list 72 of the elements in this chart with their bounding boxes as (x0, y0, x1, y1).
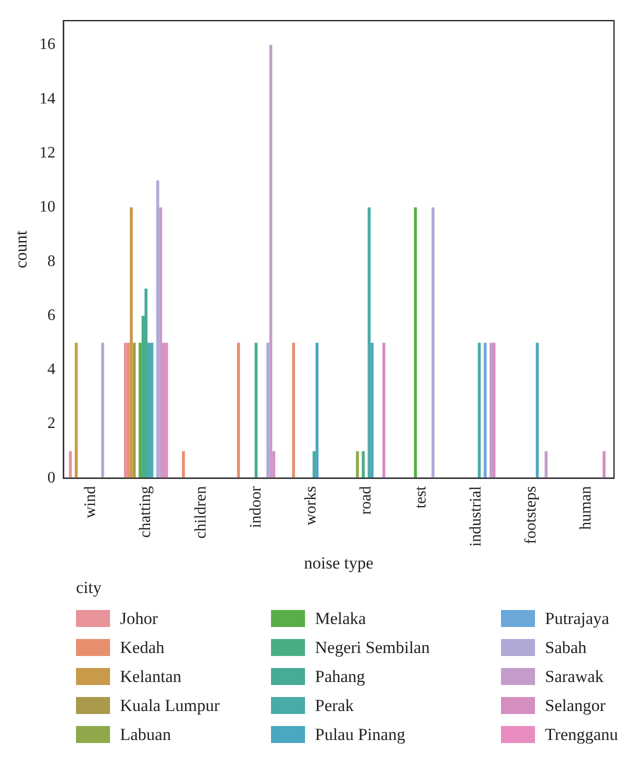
legend-label: Sabah (545, 638, 587, 658)
bar (536, 342, 539, 478)
legend-label: Labuan (120, 724, 171, 744)
bar (414, 207, 417, 478)
x-tick-label: footsteps (522, 486, 540, 544)
x-tick-label: chatting (137, 486, 154, 538)
bar (269, 44, 272, 478)
bar (165, 342, 168, 478)
y-tick-label: 14 (39, 90, 56, 108)
legend-label: Melaka (315, 608, 366, 628)
x-axis-title: noise type (304, 553, 374, 572)
y-tick-label: 16 (39, 36, 56, 54)
bar (237, 342, 240, 478)
x-tick-label: indoor (247, 486, 264, 528)
bar (370, 342, 374, 478)
bar (356, 451, 359, 478)
legend-label: Selangor (545, 696, 606, 716)
y-tick-label: 2 (47, 415, 56, 432)
x-tick-label: road (357, 486, 374, 515)
legend-label: Johor (120, 608, 158, 628)
bar (101, 342, 104, 478)
bar (484, 342, 487, 478)
bar (432, 207, 435, 478)
legend-title: city (76, 578, 102, 598)
legend-label: Pahang (315, 666, 366, 686)
legend-label: Perak (315, 696, 354, 716)
legend-label: Trengganu (545, 724, 618, 744)
bar (159, 207, 162, 478)
bar (124, 342, 127, 478)
bar (490, 342, 492, 478)
y-axis-title: count (12, 230, 31, 268)
x-tick-label: test (412, 486, 430, 508)
bar (130, 207, 133, 478)
bar (162, 342, 166, 478)
bar (138, 342, 142, 478)
bar (382, 342, 386, 478)
bar (182, 451, 185, 478)
legend-label: Sarawak (545, 666, 604, 686)
x-tick-label: children (192, 486, 210, 539)
bar (492, 342, 496, 478)
bar (147, 342, 150, 478)
bar (478, 342, 481, 478)
bar (544, 451, 548, 478)
bar (316, 342, 319, 478)
bar (368, 207, 371, 478)
bar (68, 451, 72, 478)
bar (362, 451, 365, 478)
x-tick-label: works (302, 486, 320, 526)
x-tick-label: wind (82, 486, 100, 518)
legend-label: Kelantan (120, 666, 182, 686)
legend-label: Kuala Lumpur (120, 696, 220, 716)
bar (142, 316, 145, 478)
x-tick-label: industrial (468, 486, 485, 547)
legend-label: Negeri Sembilan (315, 638, 430, 658)
y-tick-label: 10 (39, 198, 56, 216)
y-tick-label: 8 (47, 252, 56, 270)
y-tick-label: 6 (47, 306, 56, 324)
bar (144, 288, 148, 478)
y-tick-label: 4 (47, 361, 56, 378)
bar (254, 342, 258, 478)
x-tick-label: human (578, 486, 595, 530)
bar (126, 342, 130, 478)
bar (312, 451, 316, 478)
bar (266, 342, 270, 478)
bar (292, 342, 296, 478)
bar (602, 451, 606, 478)
bar (150, 342, 154, 478)
legend-label: Putrajaya (545, 608, 610, 628)
y-tick-label: 0 (47, 469, 56, 486)
legend-label: Pulau Pinang (315, 724, 406, 744)
y-tick-label: 12 (39, 144, 56, 162)
legend-label: Kedah (120, 638, 164, 658)
